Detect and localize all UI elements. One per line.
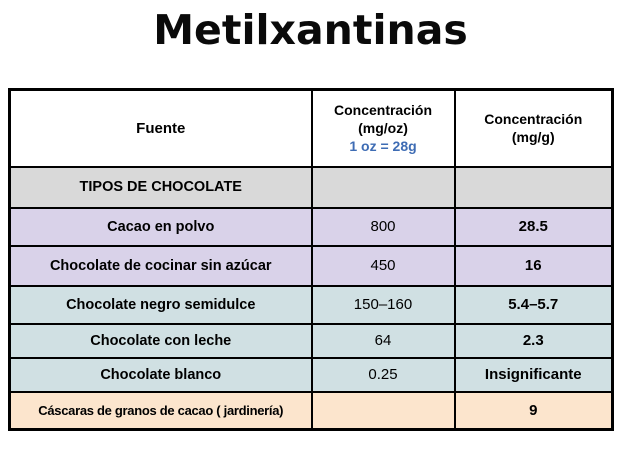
mg-g-cell: 16 bbox=[453, 244, 614, 287]
mg-g-cell: 2.3 bbox=[453, 322, 614, 359]
mg-oz-cell: 0.25 bbox=[310, 356, 456, 393]
section-header-row: TIPOS DE CHOCOLATE bbox=[8, 165, 614, 209]
mg-oz-header-line2: (mg/oz) bbox=[358, 120, 408, 137]
fuente-cell: Chocolate negro semidulce bbox=[8, 284, 313, 325]
fuente-cell: Chocolate blanco bbox=[8, 356, 313, 393]
mg-g-cell: Insignificante bbox=[453, 356, 614, 393]
table-header-row: Fuente Concentración (mg/oz) 1 oz = 28g … bbox=[8, 88, 614, 168]
mg-g-cell: 9 bbox=[453, 390, 614, 431]
mg-g-cell: 28.5 bbox=[453, 206, 614, 247]
section-empty-cell bbox=[453, 165, 614, 209]
fuente-cell: Chocolate con leche bbox=[8, 322, 313, 359]
metilxantinas-table: Fuente Concentración (mg/oz) 1 oz = 28g … bbox=[8, 88, 614, 431]
mg-g-header-line1: Concentración bbox=[484, 111, 583, 128]
fuente-cell: Cáscaras de granos de cacao ( jardinería… bbox=[8, 390, 313, 431]
table-row: Chocolate de cocinar sin azúcar 450 16 bbox=[8, 244, 614, 287]
table-row: Chocolate negro semidulce 150–160 5.4–5.… bbox=[8, 284, 614, 325]
section-label: TIPOS DE CHOCOLATE bbox=[8, 165, 313, 209]
mg-oz-cell: 150–160 bbox=[310, 284, 456, 325]
page-title: Metilxantinas bbox=[153, 6, 468, 54]
mg-oz-cell: 450 bbox=[310, 244, 456, 287]
oz-conversion-note: 1 oz = 28g bbox=[349, 138, 417, 155]
mg-oz-cell: 800 bbox=[310, 206, 456, 247]
fuente-cell: Cacao en polvo bbox=[8, 206, 313, 247]
table-row: Cacao en polvo 800 28.5 bbox=[8, 206, 614, 247]
column-header-mg-g: Concentración (mg/g) bbox=[453, 88, 614, 168]
section-empty-cell bbox=[310, 165, 456, 209]
table-row: Chocolate con leche 64 2.3 bbox=[8, 322, 614, 359]
table-row: Cáscaras de granos de cacao ( jardinería… bbox=[8, 390, 614, 431]
mg-oz-cell bbox=[310, 390, 456, 431]
mg-g-header-line2: (mg/g) bbox=[511, 129, 555, 146]
column-header-mg-oz: Concentración (mg/oz) 1 oz = 28g bbox=[310, 88, 456, 168]
table-row: Chocolate blanco 0.25 Insignificante bbox=[8, 356, 614, 393]
column-header-fuente: Fuente bbox=[8, 88, 313, 168]
mg-g-cell: 5.4–5.7 bbox=[453, 284, 614, 325]
fuente-cell: Chocolate de cocinar sin azúcar bbox=[8, 244, 313, 287]
mg-oz-header-line1: Concentración bbox=[333, 101, 432, 118]
mg-oz-cell: 64 bbox=[310, 322, 456, 359]
